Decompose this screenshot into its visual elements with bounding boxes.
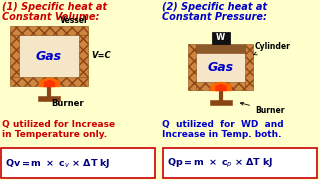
Bar	[10, 77, 88, 86]
Text: (1) Specific heat at: (1) Specific heat at	[2, 2, 107, 12]
Bar	[188, 44, 196, 90]
Bar	[196, 82, 245, 90]
Bar	[79, 35, 88, 77]
Text: $\mathbf{Qp = m\ \times\ c}_{p}\ \mathbf{\times\ \Delta T\ kJ}$: $\mathbf{Qp = m\ \times\ c}_{p}\ \mathbf…	[167, 156, 273, 170]
Text: Constant Volume:: Constant Volume:	[2, 12, 100, 22]
Text: Gas: Gas	[207, 61, 234, 74]
Bar	[10, 26, 88, 35]
Text: Q  utilized  for  WD  and: Q utilized for WD and	[162, 120, 284, 129]
Text: Cylinder: Cylinder	[253, 42, 291, 55]
Bar	[38, 96, 60, 101]
Text: Constant Pressure:: Constant Pressure:	[162, 12, 267, 22]
Bar	[196, 53, 245, 82]
Bar	[245, 44, 253, 90]
Text: Burner: Burner	[51, 99, 84, 108]
Bar	[196, 44, 245, 53]
Bar	[19, 35, 79, 77]
Text: Burner: Burner	[240, 102, 284, 115]
Text: Vessel: Vessel	[60, 16, 88, 25]
Text: (2) Specific heat at: (2) Specific heat at	[162, 2, 267, 12]
Bar	[163, 148, 317, 178]
Text: $\mathbf{Qv = m\ \times\ c}_{v}\ \mathbf{\times\ \Delta T\ kJ}$: $\mathbf{Qv = m\ \times\ c}_{v}\ \mathbf…	[5, 156, 110, 170]
Text: Gas: Gas	[36, 50, 62, 62]
Bar	[10, 35, 19, 77]
Bar	[210, 100, 231, 105]
Bar	[212, 32, 229, 44]
Bar	[1, 148, 155, 178]
Text: in Temperature only.: in Temperature only.	[2, 130, 107, 139]
Text: V=C: V=C	[91, 51, 111, 60]
Text: Increase in Temp. both.: Increase in Temp. both.	[162, 130, 282, 139]
Text: W: W	[216, 33, 225, 42]
Text: Q utilized for Increase: Q utilized for Increase	[2, 120, 115, 129]
